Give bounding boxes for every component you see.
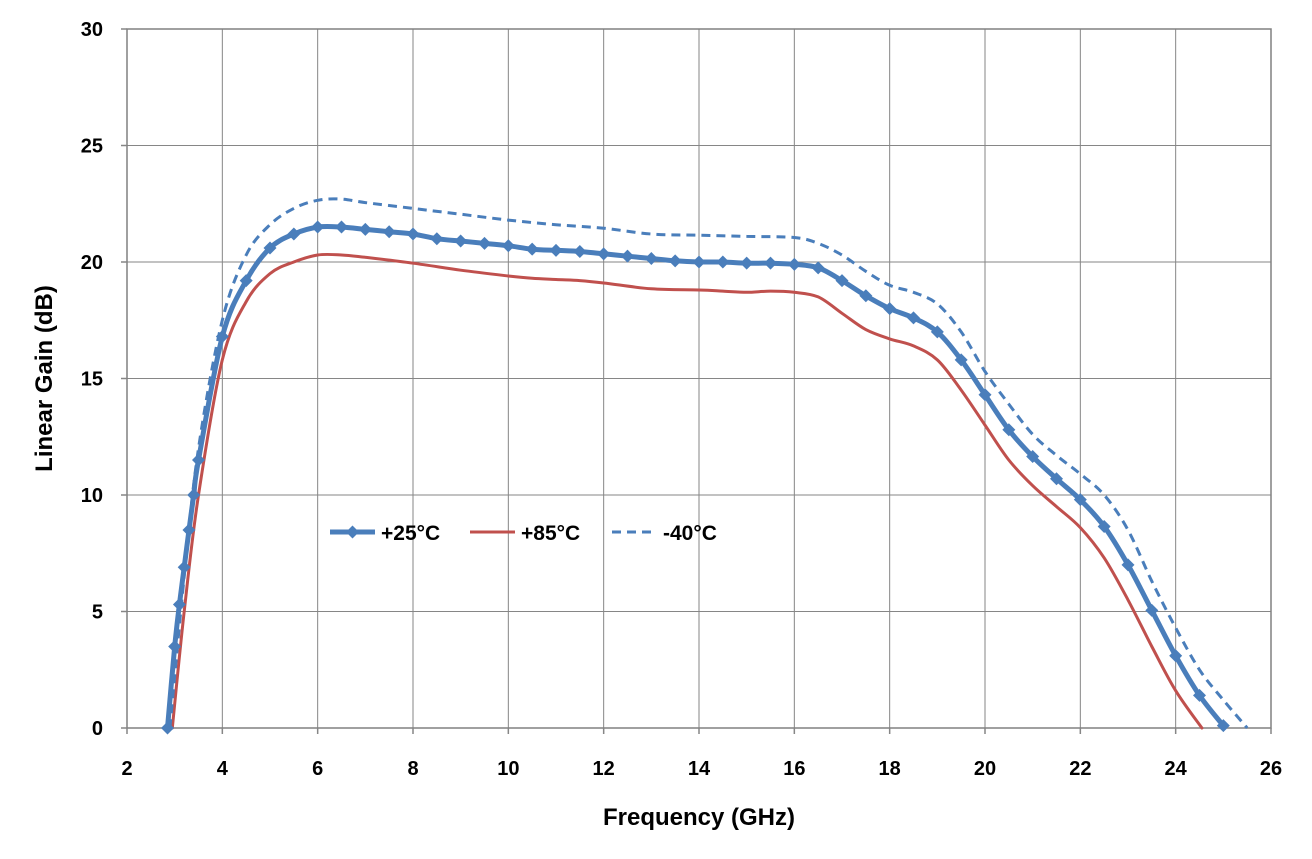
series-marker: [883, 302, 897, 316]
series-marker: [764, 256, 777, 270]
series-marker: [549, 243, 563, 257]
series-marker: [621, 249, 634, 263]
series-marker: [692, 255, 706, 269]
series-marker: [478, 236, 491, 250]
x-tick-label: 10: [497, 758, 519, 780]
series-marker: [430, 232, 444, 246]
series-marker: [1169, 649, 1183, 663]
x-tick-label: 12: [593, 758, 615, 780]
series-marker: [454, 234, 468, 248]
x-tick-label: 8: [407, 758, 418, 780]
y-tick-label: 25: [81, 136, 103, 158]
legend-label-2: -40°C: [663, 522, 717, 545]
x-tick-label: 26: [1260, 758, 1282, 780]
series-marker: [177, 560, 191, 574]
x-tick-label: 2: [121, 758, 132, 780]
series-marker: [172, 598, 186, 612]
series-marker: [192, 453, 205, 467]
series-marker: [161, 721, 175, 735]
x-tick-label: 18: [879, 758, 901, 780]
y-tick-label: 10: [81, 485, 103, 507]
series-marker: [954, 353, 968, 367]
x-tick-label: 22: [1069, 758, 1091, 780]
legend-marker: [346, 525, 359, 539]
series-marker: [335, 220, 348, 234]
series-marker: [811, 261, 825, 275]
legend-label-1: +85°C: [521, 522, 580, 545]
legend-label-0: +25°C: [381, 522, 440, 545]
series-line-1: [170, 252, 1204, 730]
x-tick-label: 16: [783, 758, 805, 780]
series-marker: [358, 222, 372, 236]
series-marker: [740, 256, 754, 270]
series-marker: [573, 245, 587, 259]
series-marker: [182, 523, 196, 537]
y-tick-label: 30: [81, 19, 103, 41]
x-tick-label: 4: [217, 758, 229, 780]
series-marker: [787, 257, 801, 271]
series-marker: [978, 388, 992, 402]
series-marker: [1097, 519, 1111, 533]
series-marker: [597, 247, 611, 261]
series-marker: [215, 330, 229, 344]
series-marker: [406, 227, 420, 241]
x-tick-label: 24: [1165, 758, 1188, 780]
series-marker: [311, 220, 325, 234]
series-marker: [168, 639, 182, 653]
data-series: [161, 197, 1249, 735]
series-marker: [716, 255, 730, 269]
series-marker: [835, 274, 849, 288]
series-marker: [501, 239, 515, 253]
y-tick-label: 15: [81, 369, 103, 391]
series-marker: [1121, 558, 1135, 572]
y-tick-label: 5: [92, 602, 103, 624]
series-marker: [1050, 472, 1063, 486]
series-marker: [382, 225, 396, 239]
series-marker: [187, 488, 201, 502]
series-marker: [644, 252, 658, 266]
series-marker: [287, 227, 301, 241]
series-marker: [859, 289, 873, 303]
series-line-2: [168, 197, 1249, 729]
series-marker: [525, 242, 539, 256]
series-marker: [907, 311, 920, 325]
series-marker: [1073, 493, 1087, 507]
x-tick-label: 6: [312, 758, 323, 780]
x-tick-label: 14: [688, 758, 711, 780]
series-marker: [263, 241, 277, 255]
series-marker: [668, 254, 682, 268]
y-axis-title: Linear Gain (dB): [31, 285, 58, 472]
series-marker: [1002, 423, 1016, 437]
x-tick-label: 20: [974, 758, 996, 780]
series-marker: [1145, 603, 1159, 617]
series-marker: [1193, 688, 1206, 702]
y-tick-label: 0: [92, 718, 103, 740]
legend: +25°C +85°C -40°C: [330, 522, 717, 545]
series-marker: [239, 274, 253, 288]
series-marker: [1216, 719, 1230, 733]
x-axis-title: Frequency (GHz): [603, 804, 795, 831]
series-marker: [930, 325, 944, 339]
series-marker: [1026, 450, 1040, 464]
y-tick-label: 20: [81, 252, 103, 274]
